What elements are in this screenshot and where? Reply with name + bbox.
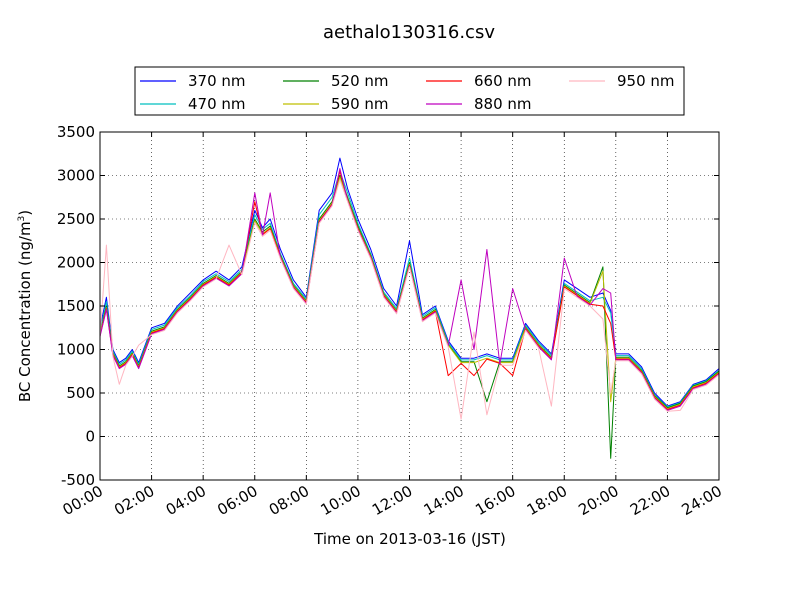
series-line-470-nm <box>99 170 720 408</box>
legend-label: 590 nm <box>331 95 389 113</box>
legend-box <box>134 66 685 116</box>
x-tick-label: 20:00 <box>575 482 621 519</box>
y-tick-label: -500 <box>61 471 95 489</box>
y-axis-label: BC Concentration (ng/m3) <box>16 210 34 402</box>
x-tick-label: 22:00 <box>627 482 673 519</box>
y-ticks: -500 0 500 1000 1500 2000 2500 3000 3500 <box>57 123 719 489</box>
x-tick-label: 14:00 <box>421 482 467 519</box>
x-tick-label: 04:00 <box>163 482 209 519</box>
legend-label: 520 nm <box>331 72 389 90</box>
legend-label: 470 nm <box>188 95 246 113</box>
y-tick-label: 2000 <box>57 254 95 272</box>
plot-lines <box>99 157 720 459</box>
chart-title: aethalo130316.csv <box>323 22 495 43</box>
y-axis-label-main: BC Concentration (ng/m <box>16 221 34 402</box>
y-tick-label: 500 <box>66 384 95 402</box>
x-tick-label: 06:00 <box>214 482 260 519</box>
x-tick-label: 16:00 <box>472 482 518 519</box>
legend-label: 950 nm <box>617 72 675 90</box>
legend-label: 880 nm <box>474 95 532 113</box>
y-axis-label-close: ) <box>16 210 34 216</box>
y-tick-label: 0 <box>85 428 95 446</box>
series-line-370-nm <box>99 157 720 407</box>
legend-label: 660 nm <box>474 72 532 90</box>
x-tick-label: 24:00 <box>679 482 725 519</box>
x-tick-label: 10:00 <box>317 482 363 519</box>
x-tick-label: 18:00 <box>524 482 570 519</box>
y-tick-label: 1500 <box>57 297 95 315</box>
x-tick-label: 08:00 <box>266 482 312 519</box>
x-tick-label: 02:00 <box>111 482 157 519</box>
y-tick-label: 3500 <box>57 123 95 141</box>
y-tick-label: 2500 <box>57 210 95 228</box>
x-axis-label: Time on 2013-03-16 (JST) <box>313 530 506 548</box>
x-tick-label: 12:00 <box>369 482 415 519</box>
series-line-950-nm <box>99 179 720 420</box>
grid <box>100 132 719 480</box>
legend: 370 nm 470 nm 520 nm 590 nm 660 nm 880 nm 950 … <box>134 66 685 116</box>
legend-label: 370 nm <box>188 72 246 90</box>
y-tick-label: 3000 <box>57 167 95 185</box>
y-axis-label-superscript: 3 <box>17 216 27 222</box>
y-tick-label: 1000 <box>57 341 95 359</box>
